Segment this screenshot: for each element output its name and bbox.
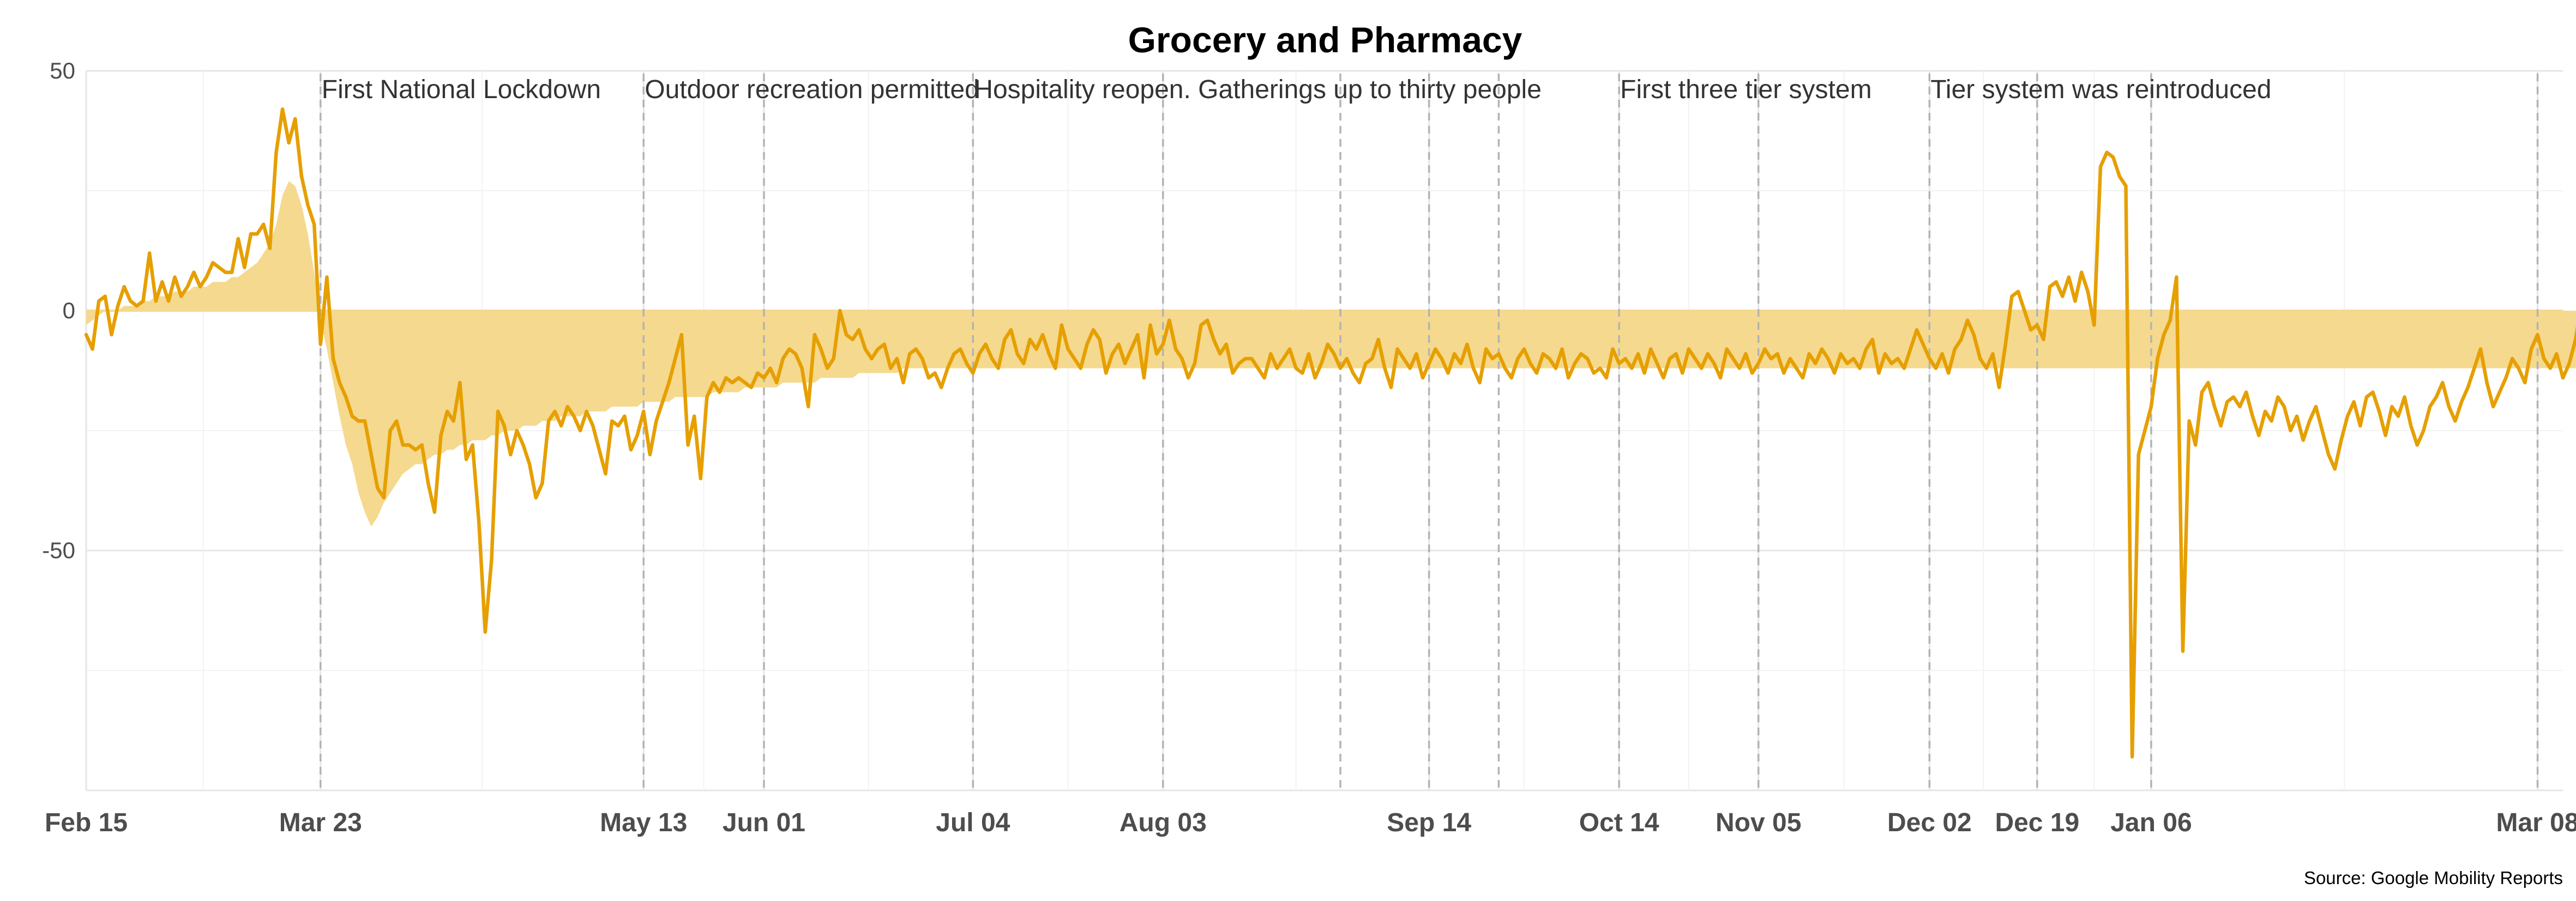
series-area-baseline [86,181,2576,527]
x-tick-label: Aug 03 [1120,808,1207,837]
x-tick-label: Mar 08 [2496,808,2576,837]
event-annotation: First three tier system [1620,75,1871,104]
y-tick-label: 0 [63,298,75,323]
area-layer [86,181,2576,527]
x-tick-label: Jun 01 [723,808,805,837]
x-tick-label: Mar 23 [279,808,362,837]
x-tick-label: Jul 04 [936,808,1010,837]
annotations: First National Lockdown Outdoor recreatio… [322,75,2272,104]
line-layer [84,107,2576,759]
x-tick-label: Sep 14 [1387,808,1471,837]
event-annotation: Tier system was reintroduced [1930,75,2271,104]
y-axis-ticks: 50 0 -50 [42,58,75,563]
x-tick-label: Jan 06 [2110,808,2192,837]
x-tick-label: May 13 [600,808,687,837]
event-annotation: Hospitality reopen. Gatherings up to thi… [974,75,1542,104]
chart-caption: Source: Google Mobility Reports [2304,868,2563,888]
y-tick-label: 50 [50,58,75,83]
x-tick-label: Nov 05 [1716,808,1801,837]
x-axis-ticks: Feb 15 Mar 23 May 13 Jun 01 Jul 04 Aug 03 Sep … [45,808,2576,837]
event-lines [320,74,2539,790]
y-tick-label: -50 [42,537,75,563]
series-line-daily [84,107,2576,759]
x-tick-label: Dec 02 [1887,808,1972,837]
x-tick-label: Dec 19 [1995,808,2079,837]
chart-title: Grocery and Pharmacy [1128,20,1522,60]
x-tick-label: Oct 14 [1579,808,1659,837]
event-annotation: Outdoor recreation permitted [645,75,979,104]
event-annotation: First National Lockdown [322,75,601,104]
x-tick-label: Feb 15 [45,808,128,837]
